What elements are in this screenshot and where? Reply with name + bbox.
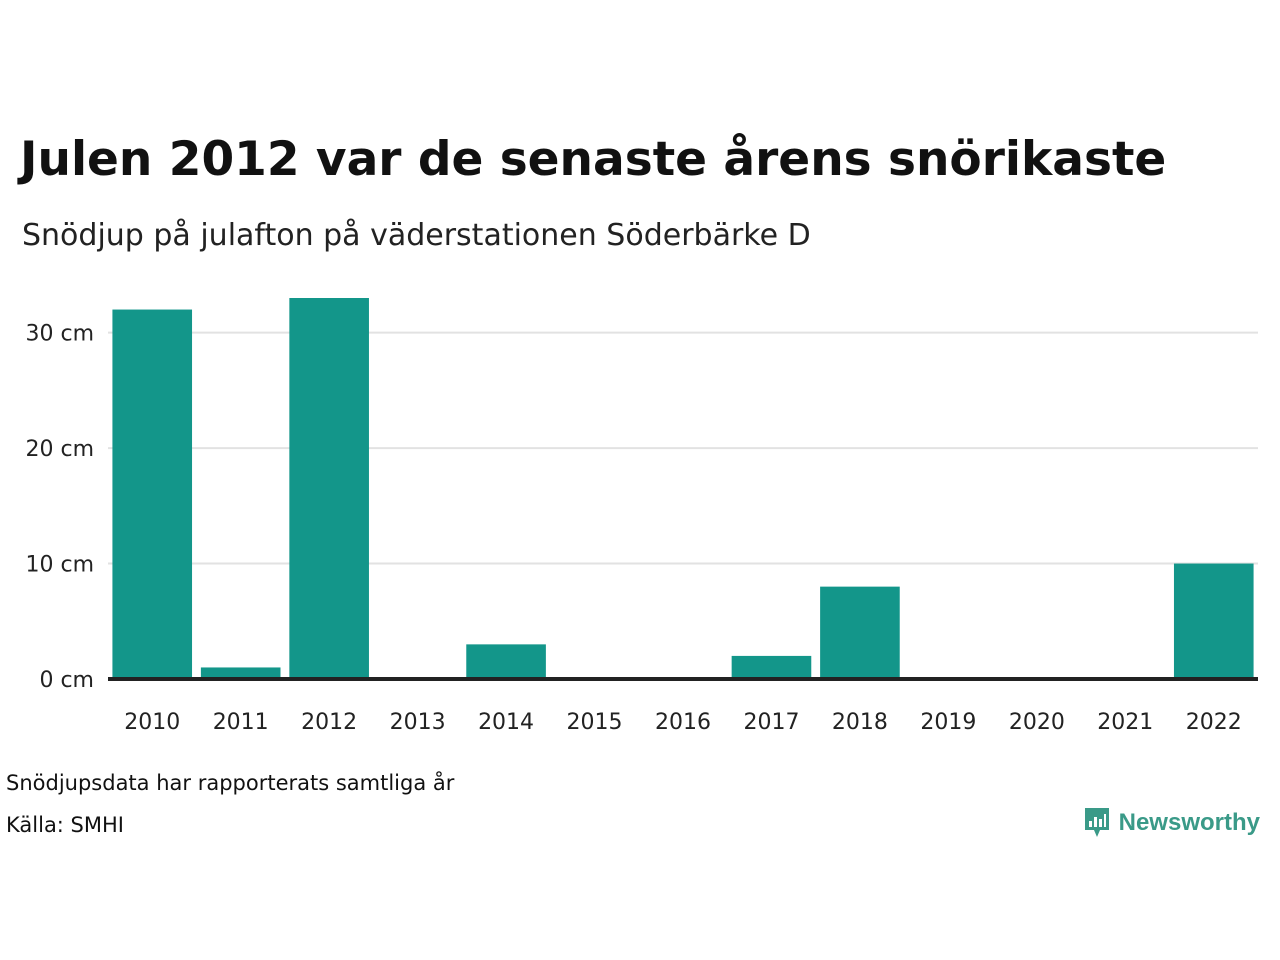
bar-2014: [466, 644, 546, 679]
bar-chart: 0 cm 10 cm 20 cm 30 cm 2010 2011 2012 2013 2014 2…: [25, 298, 1258, 735]
gridlines: [108, 331, 1258, 565]
y-tick-label: 10 cm: [25, 553, 94, 578]
x-tick-label: 2014: [478, 710, 534, 735]
x-tick-label: 2021: [1097, 710, 1153, 735]
x-tick-label: 2010: [124, 710, 180, 735]
x-tick-label: 2011: [213, 710, 269, 735]
y-tick-label: 20 cm: [25, 437, 94, 462]
source-note: Källa: SMHI: [6, 813, 124, 837]
footnote: Snödjupsdata har rapporterats samtliga å…: [6, 771, 455, 795]
x-tick-label: 2019: [920, 710, 976, 735]
x-tick-label: 2016: [655, 710, 711, 735]
chart-title: Julen 2012 var de senaste årens snörikas…: [20, 132, 1167, 187]
x-tick-label: 2022: [1186, 710, 1242, 735]
axes: 0 cm 10 cm 20 cm 30 cm 2010 2011 2012 2013 2014 2…: [25, 322, 1258, 735]
bar-2012: [289, 298, 369, 679]
brand-logo: Newsworthy: [1083, 806, 1260, 840]
brand-name: Newsworthy: [1118, 809, 1260, 836]
y-tick-label: 0 cm: [39, 668, 94, 693]
x-tick-label: 2012: [301, 710, 357, 735]
chart-subtitle: Snödjup på julafton på väderstationen Sö…: [22, 218, 811, 253]
x-tick-label: 2013: [390, 710, 446, 735]
x-tick-label: 2017: [743, 710, 799, 735]
bar-2010: [112, 309, 193, 679]
newsworthy-chart-bubble-icon: [1084, 808, 1109, 837]
x-tick-label: 2018: [832, 710, 888, 735]
bar-2018: [820, 586, 900, 679]
bars: [112, 298, 1254, 679]
bar-2011: [200, 667, 281, 679]
y-tick-label: 30 cm: [25, 322, 94, 347]
x-tick-label: 2015: [567, 710, 623, 735]
bar-2022: [1173, 563, 1254, 679]
x-tick-label: 2020: [1009, 710, 1065, 735]
bar-2017: [731, 655, 812, 679]
